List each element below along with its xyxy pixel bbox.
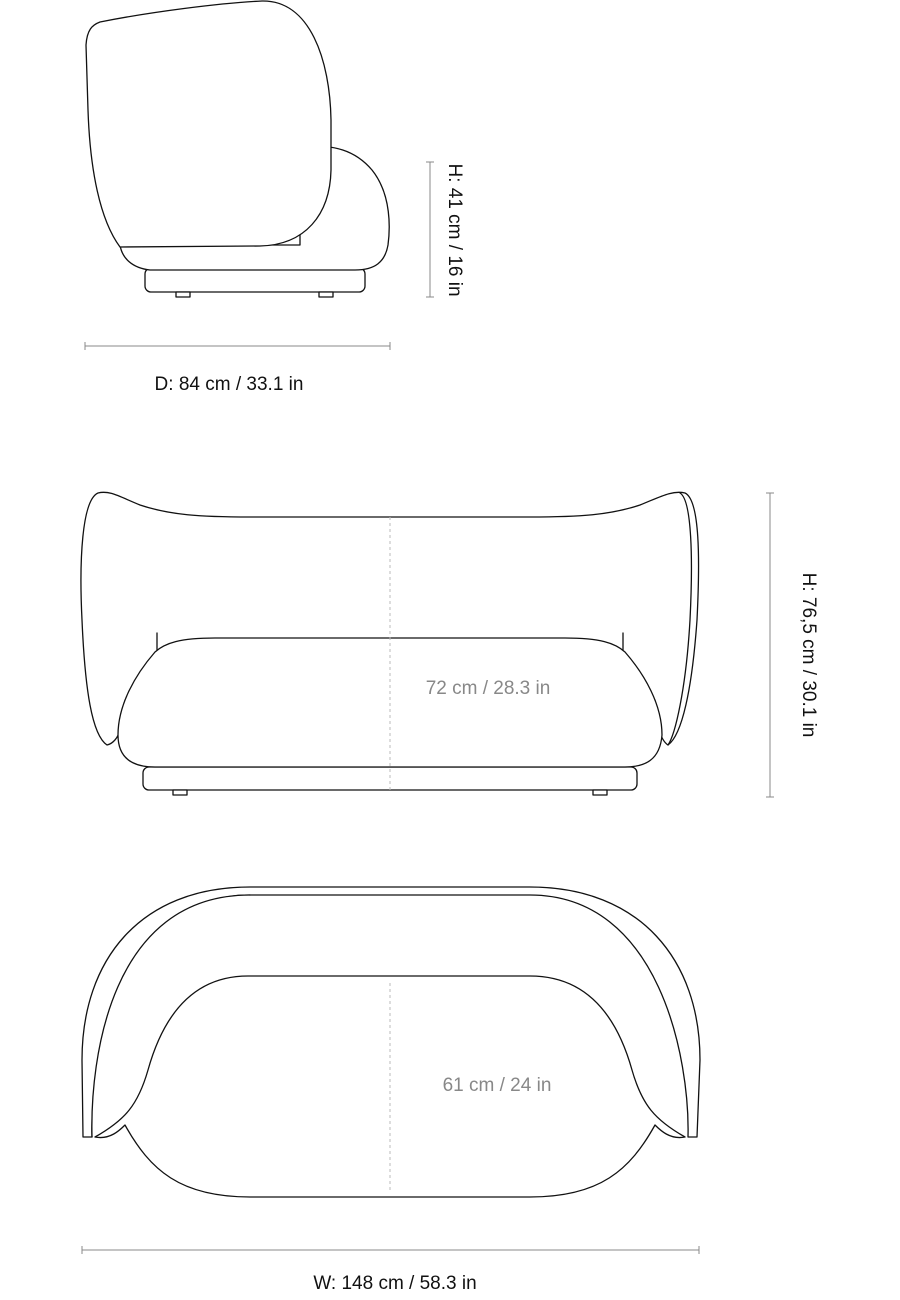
side-foot [318, 291, 334, 298]
side-backrest [85, 0, 332, 248]
front-foot [592, 789, 608, 796]
top-view: 61 cm / 24 in W: 148 cm / 58.3 in [81, 886, 701, 1294]
front-seat-cushion [117, 637, 663, 768]
front-height-label: H: 76,5 cm / 30.1 in [798, 573, 819, 738]
front-view: 72 cm / 28.3 in H: 76,5 cm / 30.1 in [80, 491, 819, 798]
side-height-label: H: 41 cm / 16 in [444, 163, 465, 296]
side-base [144, 267, 366, 293]
front-foot [172, 789, 188, 796]
side-foot [175, 291, 191, 298]
side-view: H: 41 cm / 16 in D: 84 cm / 33.1 in [84, 0, 465, 395]
front-wing-edge [667, 492, 693, 746]
top-shell-inner [91, 894, 251, 1138]
width-label: W: 148 cm / 58.3 in [313, 1273, 476, 1294]
seat-height-label: 72 cm / 28.3 in [426, 678, 551, 699]
top-outer-shell [81, 886, 701, 1138]
seat-depth-label: 61 cm / 24 in [443, 1075, 552, 1096]
depth-label: D: 84 cm / 33.1 in [155, 374, 304, 395]
